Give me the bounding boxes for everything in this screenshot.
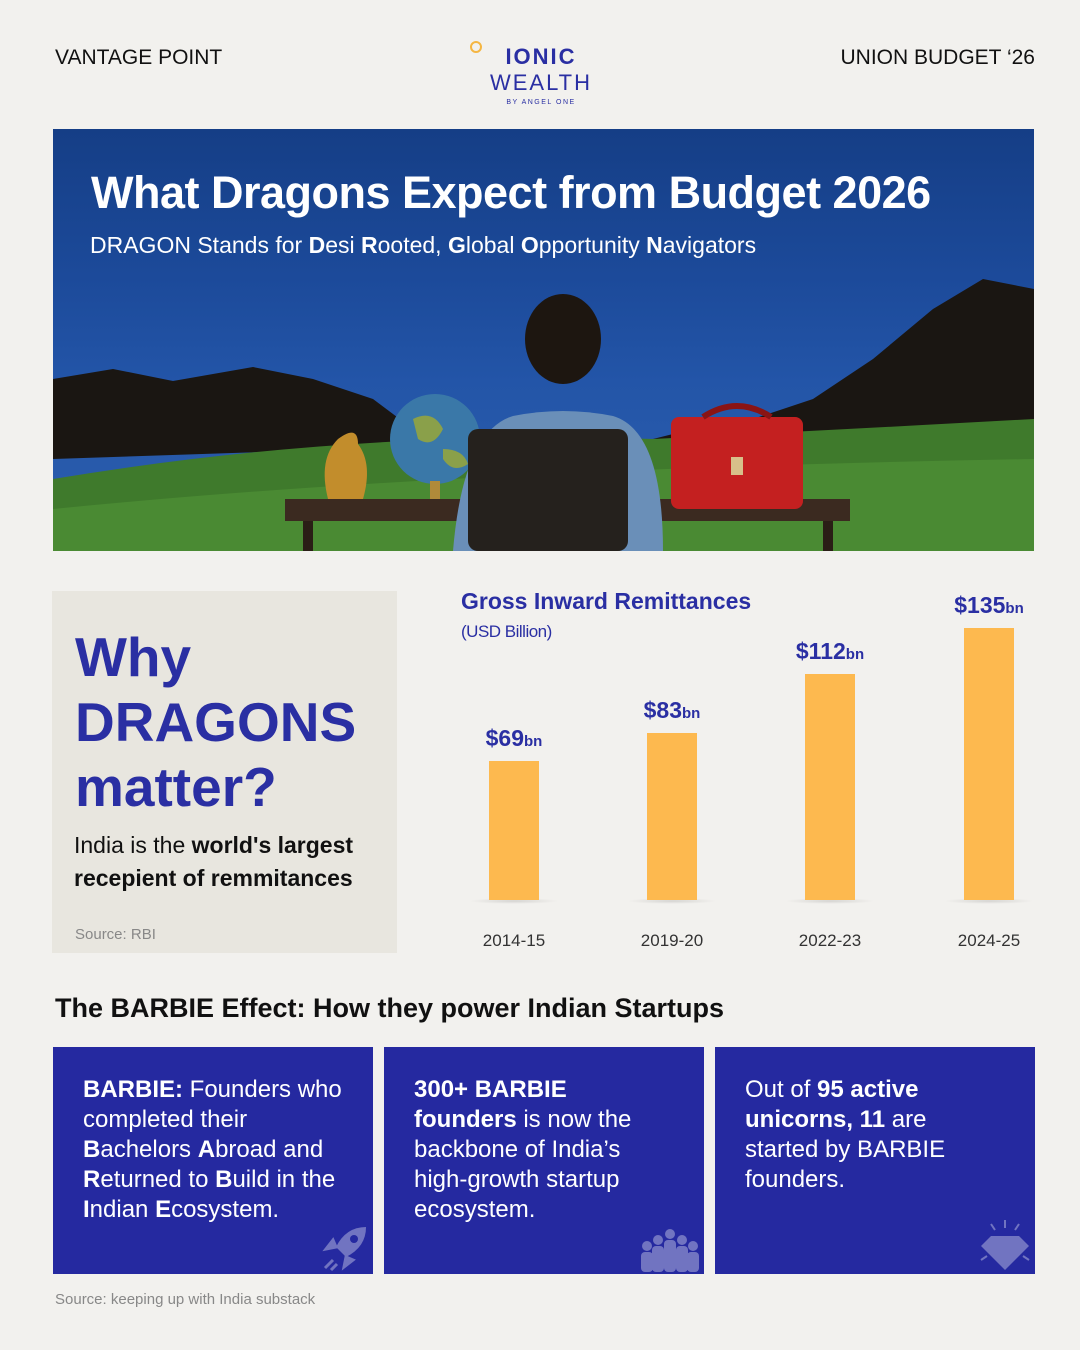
card-text: Out of [745,1076,818,1103]
data-label: $135bn [954,592,1024,618]
card-text: uild in the [232,1166,336,1193]
data-label: $112bn [795,638,865,665]
header-left: VANTAGE POINT [55,46,223,69]
card-text: is now the backbone of India’s high-grow… [414,1106,632,1223]
bar-2019-20 [647,732,697,900]
dragon-statue [324,432,367,499]
card-text: R [83,1166,101,1193]
why-description: India is the world's largest recepient o… [74,832,354,891]
bar-shadow [627,898,717,904]
card-unicorns: Out of 95 active unicorns, 11 are starte… [715,1047,1035,1274]
bar-2022-23 [805,674,855,900]
logo-bold: IONIC [505,44,577,69]
logo: IONIC WEALTH BY ANGEL ONE [456,41,626,106]
data-label: $69bn [485,724,543,751]
chart-subtitle: (USD Billion) [461,622,552,641]
data-label: $83bn [643,696,701,723]
rocket-icon [322,1227,366,1272]
bar-shadow [785,898,875,904]
chair [468,429,628,551]
why-heading: Why DRAGONS matter? [75,626,357,818]
card-text: B [83,1136,101,1163]
hero-illustration [53,279,1034,551]
card-text: eturned to [100,1166,216,1193]
header-right: UNION BUDGET ‘26 [840,46,1036,69]
hero-banner: What Dragons Expect from Budget 2026 DRA… [53,129,1034,551]
logo-sub: BY ANGEL ONE [506,99,576,106]
section-title: The BARBIE Effect: How they power Indian… [55,993,725,1023]
card-text: BARBIE: [83,1076,183,1103]
footer-source: Source: keeping up with India substack [55,1291,316,1308]
card-text: achelors [100,1136,198,1163]
people-group-icon [641,1229,699,1272]
card-barbie-founders: 300+ BARBIE founders is now the backbone… [384,1047,704,1274]
x-tick-label: 2019-20 [640,931,704,950]
logo-ring-icon [470,41,482,53]
x-tick-label: 2024-25 [957,931,1021,950]
card-text: E [155,1196,172,1223]
hero-title: What Dragons Expect from Budget 2026 [91,167,931,218]
x-tick-label: 2022-23 [798,931,862,950]
why-source: Source: RBI [75,926,156,943]
bar-shadow [944,898,1034,904]
card-text: I [83,1196,90,1223]
bar-2024-25 [964,628,1014,900]
card-text: are started by BARBIE founders. [745,1106,946,1193]
hero-subtitle: DRAGON Stands for Desi Rooted, Global Op… [90,232,757,258]
card-text: broad and [215,1136,324,1163]
card-text: 300+ BARBIE founders [414,1076,567,1133]
logo-light: WEALTH [489,70,593,95]
card-text: B [215,1166,233,1193]
bar-2014-15 [489,760,539,900]
card-text: A [197,1136,216,1163]
x-tick-label: 2014-15 [482,931,546,950]
card-text: cosystem. [171,1196,280,1223]
bar-shadow [469,898,559,904]
card-text: Founders who completed their [83,1076,342,1133]
diamond-icon [980,1220,1030,1270]
card-text: ndian [89,1196,156,1223]
card-barbie-definition: BARBIE: Founders who completed their Bac… [53,1047,373,1274]
chart-title: Gross Inward Remittances [461,588,752,614]
card-text: 95 active unicorns, 11 [745,1076,919,1133]
why-dragons-panel: Why DRAGONS matter? India is the world's l… [52,591,397,953]
